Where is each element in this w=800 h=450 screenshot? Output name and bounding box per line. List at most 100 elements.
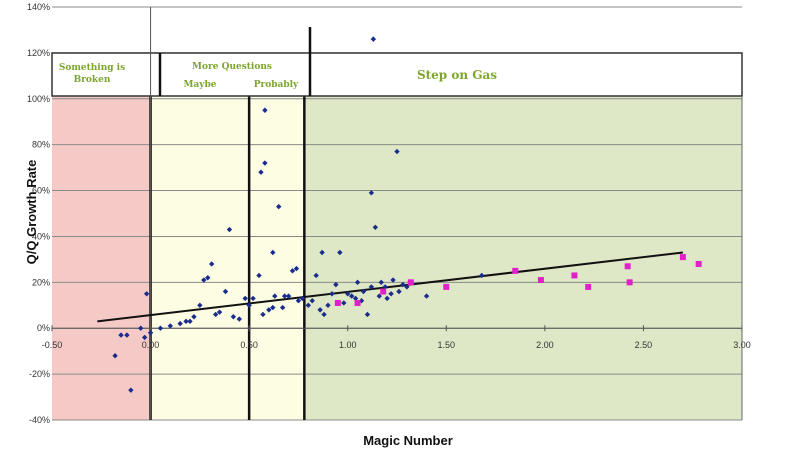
x-tick-label: 2.00	[536, 340, 554, 350]
data-point-series-0	[404, 284, 410, 290]
data-point-series-0	[384, 295, 390, 302]
data-point-series-0	[285, 293, 292, 299]
y-tick-label: -20%	[29, 369, 50, 379]
data-point-series-0	[317, 307, 323, 313]
data-point-series-1	[380, 288, 387, 295]
data-point-series-0	[272, 293, 278, 299]
data-point-series-0	[167, 323, 173, 329]
x-tick-label: 1.50	[438, 340, 456, 350]
data-point-series-0	[187, 318, 193, 325]
data-point-series-1	[443, 283, 450, 290]
x-tick-label: 1.00	[339, 340, 357, 350]
data-point-series-0	[319, 249, 325, 256]
zone-label-step-on-gas: Step on Gas	[417, 68, 497, 82]
y-axis-title: Q/Q Growth Rate	[24, 160, 39, 265]
data-point-series-0	[124, 332, 130, 338]
data-point-series-0	[138, 325, 144, 331]
data-point-series-0	[262, 160, 268, 166]
data-point-series-0	[183, 318, 189, 325]
data-point-series-0	[299, 295, 306, 302]
data-point-series-0	[360, 288, 367, 295]
data-point-series-0	[205, 275, 211, 281]
header-band-box	[51, 52, 743, 97]
zone-label-more-questions: More Questions	[192, 62, 272, 72]
data-point-series-0	[313, 272, 319, 279]
data-point-series-0	[250, 295, 256, 302]
data-point-series-0	[396, 288, 402, 295]
data-point-series-0	[289, 268, 296, 274]
data-point-series-0	[293, 265, 300, 272]
x-tick-label: 0.50	[240, 340, 258, 350]
zone-label-broken-line1: Something is	[59, 63, 125, 73]
data-point-series-0	[226, 226, 233, 233]
data-point-series-0	[372, 224, 379, 230]
data-point-series-0	[256, 272, 262, 279]
data-point-series-0	[337, 249, 343, 256]
y-tick-label: 140%	[27, 2, 50, 12]
y-tick-label: 100%	[27, 94, 50, 104]
data-point-series-0	[157, 325, 164, 331]
x-tick-label: -0.50	[42, 340, 63, 350]
data-point-series-0	[191, 314, 197, 320]
data-point-series-1	[571, 272, 578, 279]
data-point-series-0	[270, 249, 276, 256]
data-point-series-0	[201, 277, 207, 283]
data-point-series-0	[230, 314, 237, 320]
x-axis-title: Magic Number	[363, 433, 453, 448]
data-point-series-0	[276, 203, 282, 210]
data-point-series-0	[388, 291, 394, 297]
x-tick-label: 0.00	[142, 340, 160, 350]
data-point-series-1	[695, 260, 702, 267]
data-point-series-0	[216, 309, 223, 315]
data-point-series-1	[512, 267, 519, 274]
data-point-series-0	[112, 353, 118, 359]
data-point-series-0	[212, 311, 219, 318]
y-tick-label: 60%	[32, 186, 50, 196]
data-point-series-0	[329, 291, 335, 297]
zone-label-probably: Probably	[254, 80, 299, 90]
data-point-series-0	[260, 311, 266, 318]
data-point-series-0	[370, 36, 377, 42]
data-point-series-0	[242, 295, 248, 302]
zone-label-broken-line2: Broken	[74, 75, 111, 85]
data-point-series-1	[585, 283, 592, 290]
data-point-series-0	[354, 279, 361, 286]
data-point-series-0	[345, 291, 351, 297]
data-point-series-0	[143, 291, 150, 297]
data-point-series-1	[626, 279, 633, 286]
data-point-series-0	[390, 277, 396, 283]
x-tick-label: 3.00	[733, 340, 751, 350]
data-point-series-0	[378, 279, 384, 286]
data-point-series-0	[368, 190, 375, 196]
axes	[51, 7, 743, 420]
data-point-series-0	[341, 300, 347, 306]
data-point-series-0	[321, 311, 327, 318]
data-point-series-1	[407, 279, 414, 286]
data-point-series-0	[279, 304, 286, 311]
data-point-series-0	[352, 295, 359, 302]
data-point-series-0	[364, 311, 371, 318]
data-point-series-0	[208, 261, 215, 267]
data-point-series-0	[118, 332, 124, 338]
data-point-series-0	[394, 148, 400, 155]
data-point-series-0	[325, 302, 331, 308]
data-point-series-0	[177, 320, 183, 327]
data-point-series-0	[262, 107, 268, 113]
data-point-series-0	[222, 288, 229, 295]
data-point-series-0	[147, 330, 154, 336]
data-point-series-0	[141, 334, 148, 341]
data-point-series-0	[128, 387, 134, 393]
data-point-series-0	[309, 297, 315, 304]
y-tick-label: 0%	[37, 323, 50, 333]
zone-background-0	[52, 96, 151, 420]
trendline	[97, 251, 683, 323]
data-point-series-0	[236, 316, 242, 322]
trendline-layer	[97, 251, 683, 323]
data-point-series-0	[376, 293, 382, 299]
zone-backgrounds	[52, 96, 742, 420]
y-tick-label: -40%	[29, 415, 50, 425]
y-tick-label: 20%	[32, 277, 50, 287]
data-point-series-0	[382, 284, 388, 290]
y-tick-label: 80%	[32, 140, 50, 150]
data-point-series-0	[479, 272, 485, 279]
